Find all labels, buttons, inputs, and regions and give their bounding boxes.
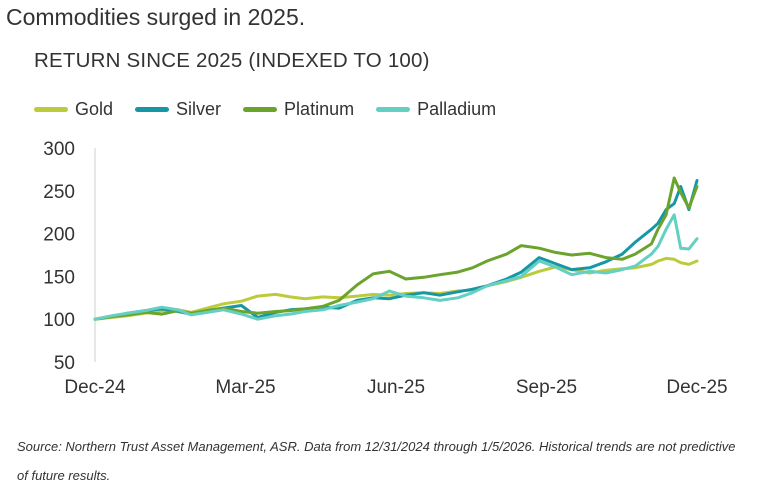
y-tick-label-200: 200 bbox=[43, 225, 75, 246]
legend-label-gold: Gold bbox=[75, 98, 114, 119]
chart-title: RETURN SINCE 2025 (INDEXED TO 100) bbox=[34, 49, 430, 72]
legend-item-gold: Gold bbox=[34, 99, 113, 120]
series-line-gold bbox=[93, 256, 699, 321]
series-line-silver bbox=[93, 179, 699, 321]
series-line-palladium bbox=[93, 213, 699, 321]
legend-item-platinum: Platinum bbox=[243, 99, 354, 120]
series-line-platinum bbox=[93, 176, 699, 321]
x-tick-label-dec-25: Dec-25 bbox=[666, 377, 727, 398]
y-tick-label-250: 250 bbox=[43, 182, 75, 203]
x-tick-label-mar-25: Mar-25 bbox=[215, 377, 275, 398]
y-tick-label-150: 150 bbox=[43, 267, 75, 288]
y-tick-label-300: 300 bbox=[43, 139, 75, 160]
x-tick-label-sep-25: Sep-25 bbox=[516, 377, 577, 398]
legend-swatch-palladium bbox=[376, 106, 411, 112]
chart-headline: Commodities surged in 2025. bbox=[6, 4, 306, 30]
legend-label-platinum: Platinum bbox=[284, 98, 355, 119]
source-note: Source: Northern Trust Asset Management,… bbox=[17, 439, 736, 483]
legend-item-palladium: Palladium bbox=[376, 99, 496, 120]
line-chart: 50 100 150 200 250 300 Dec-24 Mar-25 Jun-25 Sep-2… bbox=[43, 139, 727, 398]
legend-label-silver: Silver bbox=[176, 98, 222, 119]
legend-item-silver: Silver bbox=[135, 99, 221, 120]
y-tick-label-50: 50 bbox=[54, 353, 75, 374]
x-tick-label-jun-25: Jun-25 bbox=[367, 377, 425, 398]
y-tick-label-100: 100 bbox=[43, 310, 75, 331]
legend-swatch-silver bbox=[135, 106, 170, 112]
x-tick-label-dec-24: Dec-24 bbox=[64, 377, 126, 398]
legend-label-palladium: Palladium bbox=[417, 98, 497, 119]
chart-legend: Gold Silver Platinum Palladium bbox=[34, 96, 518, 122]
legend-swatch-gold bbox=[34, 106, 68, 112]
legend-swatch-platinum bbox=[243, 106, 278, 112]
